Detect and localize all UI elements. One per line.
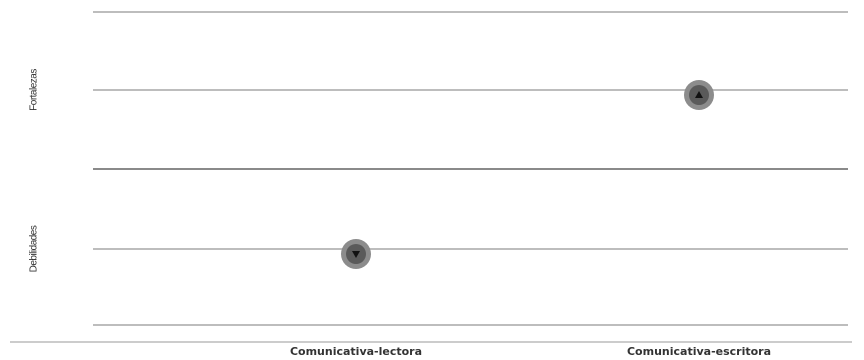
triangle-down-icon	[352, 251, 360, 258]
y-tick-label-fortalezas: Fortalezas	[28, 69, 40, 111]
triangle-up-icon	[695, 91, 703, 98]
y-tick-label-debilidades: Debilidades	[28, 225, 40, 273]
data-point-triangle-down	[341, 239, 371, 269]
data-points	[341, 80, 714, 269]
x-tick-label-comunicativa-lectora: Comunicativa-lectora	[289, 345, 423, 358]
data-point-triangle-up	[684, 80, 714, 110]
x-tick-label-comunicativa-escritora: Comunicativa-escritora	[626, 345, 772, 358]
